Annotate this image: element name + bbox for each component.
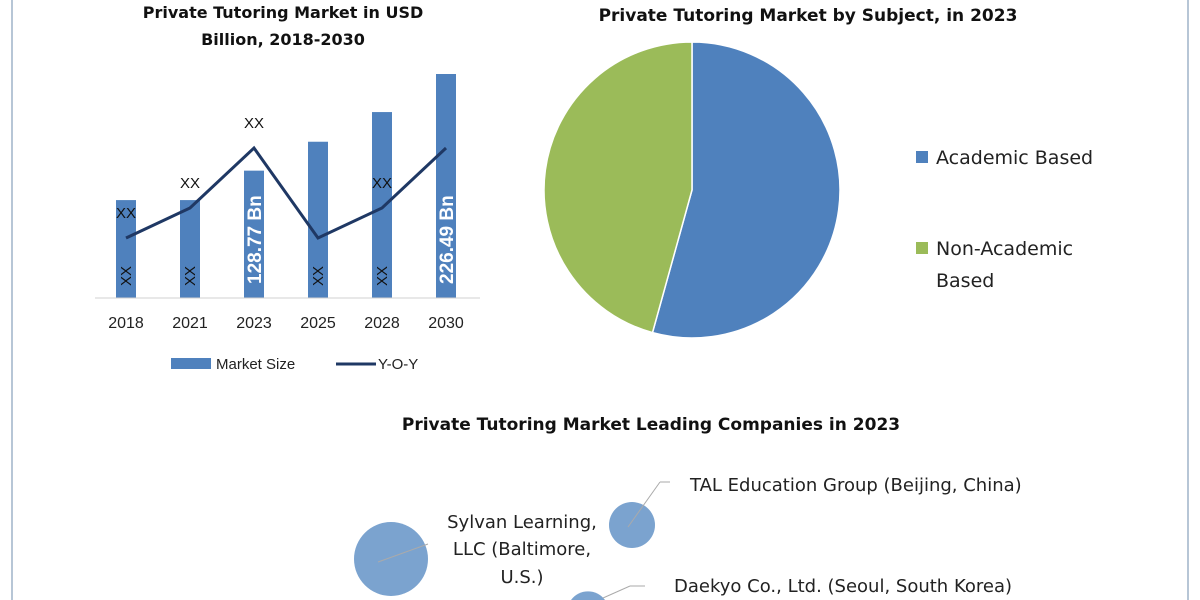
x-tick-2023: 2023	[236, 315, 272, 332]
yoy-label-2028: XX	[372, 175, 392, 192]
bar-label-2021: XX	[182, 266, 199, 286]
leader-sylvan	[377, 543, 429, 563]
yoy-label-2023: XX	[244, 115, 264, 132]
bubble-sylvan	[354, 522, 428, 596]
yoy-label-2021: XX	[180, 175, 200, 192]
label-sylvan-3: U.S.)	[500, 567, 543, 588]
label-sylvan-1: Sylvan Learning,	[447, 512, 597, 533]
label-daekyo: Daekyo Co., Ltd. (Seoul, South Korea)	[674, 576, 1012, 597]
legend-yoy: Y-O-Y	[378, 356, 418, 373]
bar-label-2025: XX	[310, 266, 327, 286]
pie-slice-0	[651, 41, 841, 339]
legend-non-academic-line1: Non-Academic	[936, 238, 1073, 260]
bar-2028	[372, 112, 392, 298]
x-tick-2021: 2021	[172, 315, 208, 332]
bubble-tal	[609, 502, 655, 548]
bar-2025	[308, 141, 328, 298]
x-tick-2018: 2018	[108, 315, 144, 332]
legend-non-academic-line2: Based	[936, 270, 994, 292]
label-tal: TAL Education Group (Beijing, China)	[689, 475, 1022, 496]
bar-label-2028: XX	[374, 266, 391, 286]
bar-label-2018: XX	[118, 266, 135, 286]
bar-2021	[180, 200, 200, 298]
companies-title: Private Tutoring Market Leading Companie…	[402, 415, 900, 435]
legend-market-size-swatch	[171, 358, 211, 369]
pie-slice-1	[543, 41, 693, 334]
leader-daekyo	[602, 585, 631, 599]
bar-2023	[244, 170, 264, 298]
yoy-label-2018: XX	[116, 205, 136, 222]
leader-tal	[627, 481, 661, 528]
bar-2030	[436, 74, 456, 298]
legend-academic-swatch	[916, 151, 928, 163]
bar-label-2030: 226.49 Bn	[437, 195, 458, 284]
bar-2018	[116, 200, 136, 298]
pie-chart-title: Private Tutoring Market by Subject, in 2…	[599, 6, 1018, 26]
label-sylvan-2: LLC (Baltimore,	[453, 539, 591, 560]
x-tick-2025: 2025	[300, 315, 336, 332]
x-tick-2030: 2030	[428, 315, 464, 332]
legend-non-academic-swatch	[916, 242, 928, 254]
yoy-line	[125, 145, 448, 240]
x-tick-2028: 2028	[364, 315, 400, 332]
legend-academic: Academic Based	[936, 147, 1093, 169]
legend-market-size: Market Size	[216, 356, 295, 373]
bar-chart-title-line1: Private Tutoring Market in USD	[143, 3, 424, 22]
bar-chart-title-line2: Billion, 2018-2030	[201, 30, 365, 49]
bar-label-2023: 128.77 Bn	[245, 195, 266, 284]
bubble-daekyo	[571, 591, 605, 600]
